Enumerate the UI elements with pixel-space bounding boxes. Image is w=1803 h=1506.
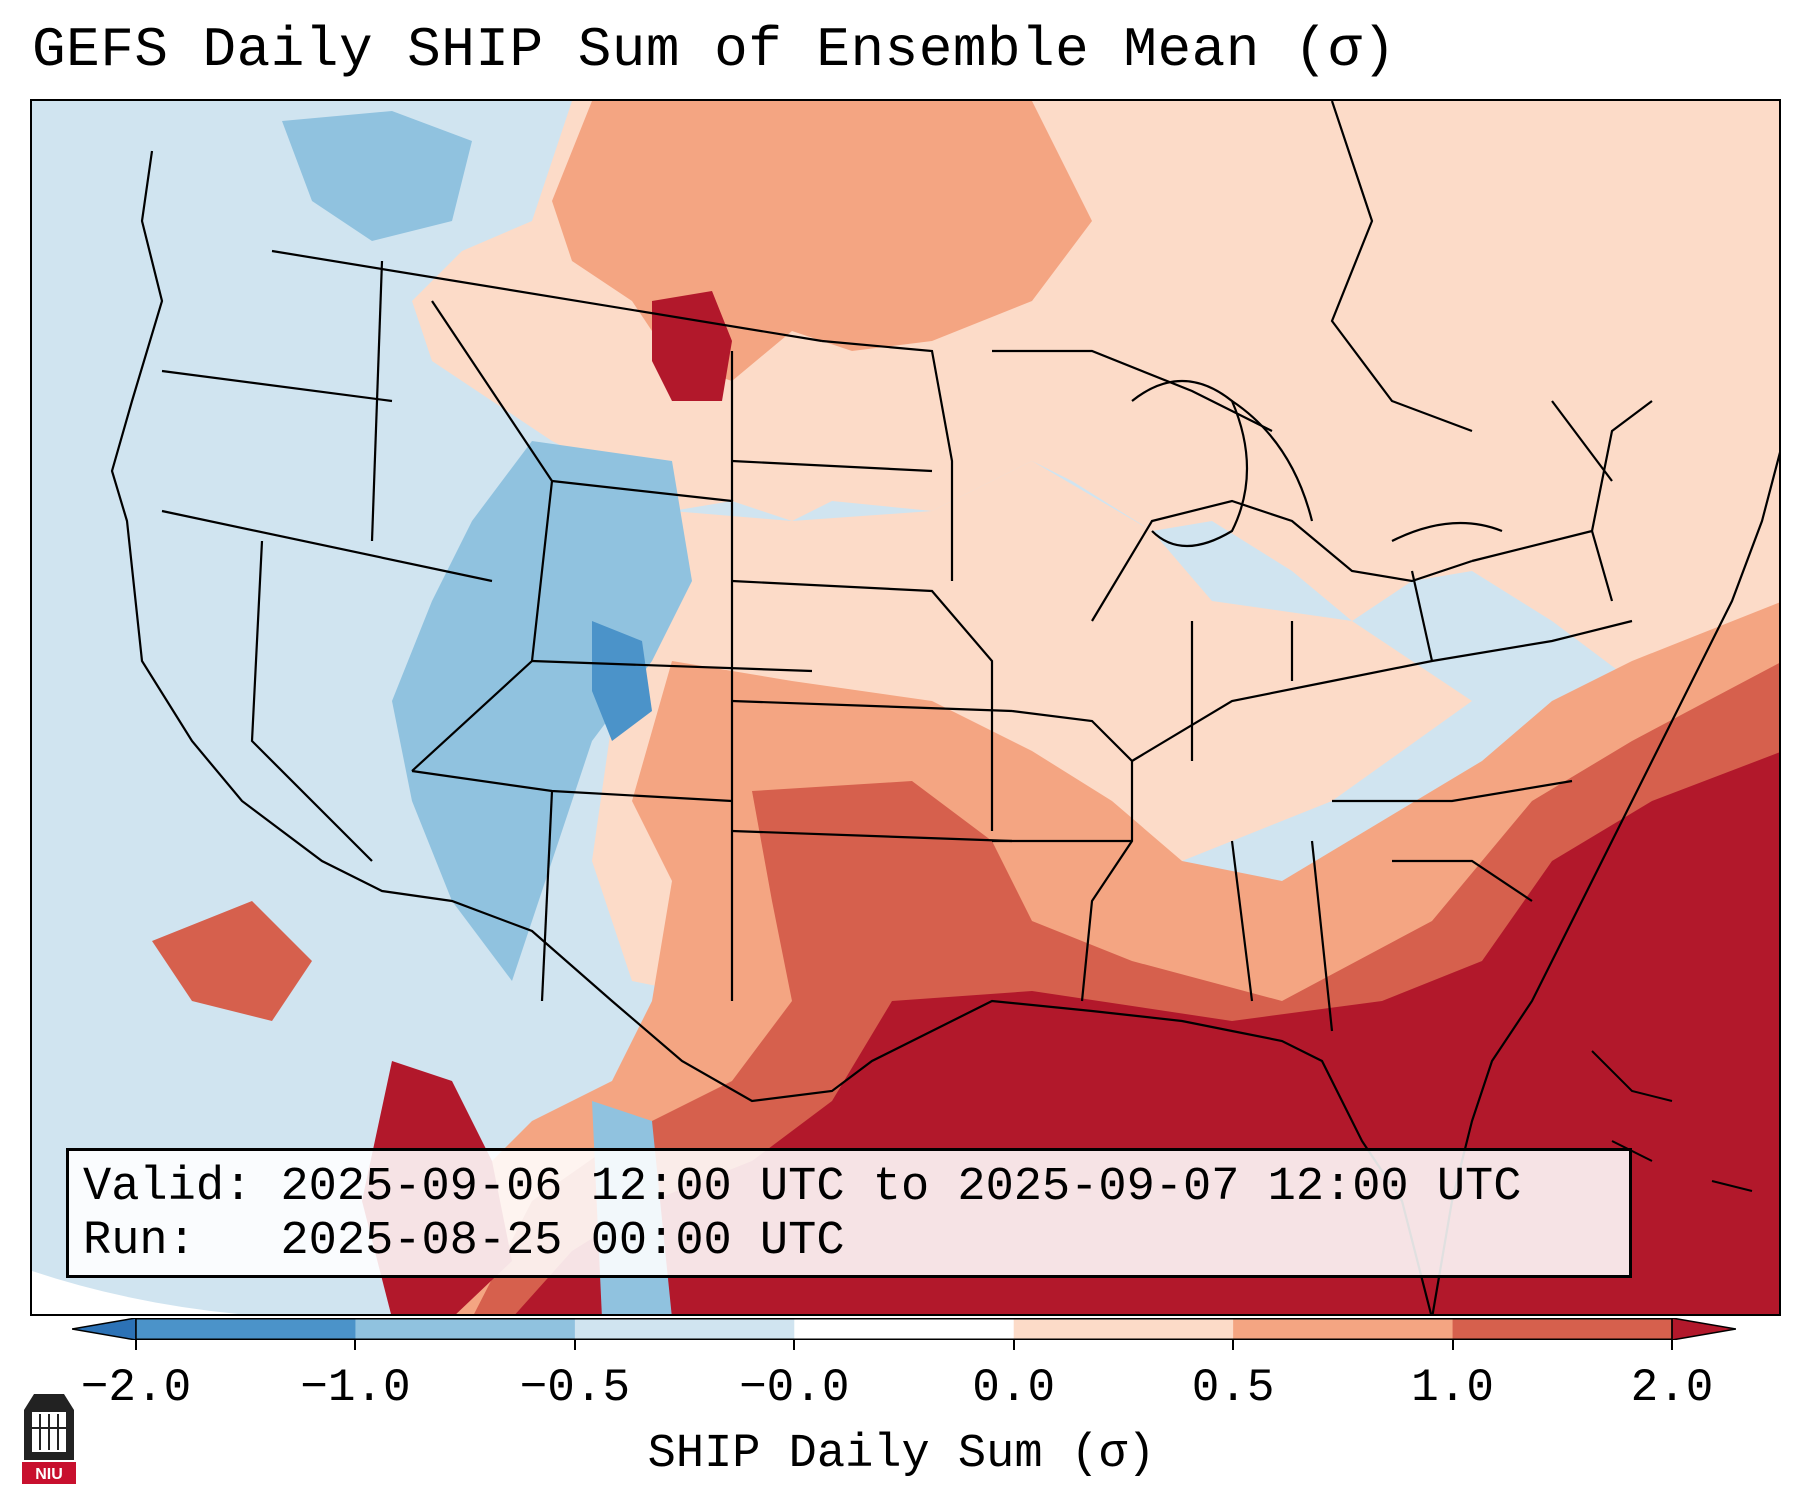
niu-logo: NIU: [22, 1394, 76, 1484]
colorbar-extend-high: [1671, 1318, 1736, 1340]
valid-text: 2025-09-06 12:00 UTC to 2025-09-07 12:00…: [280, 1161, 1522, 1214]
colorbar-tick-label: −1.0: [300, 1362, 411, 1414]
colorbar-segment: [794, 1318, 1015, 1340]
colorbar-tick-mark: [793, 1340, 796, 1350]
state-boundaries: [110, 101, 1779, 1314]
colorbar-segment: [136, 1318, 356, 1340]
colorbar-tick-label: 0.5: [1191, 1362, 1275, 1414]
colorbar-tick-mark: [1012, 1340, 1015, 1350]
run-label: Run:: [83, 1215, 196, 1268]
valid-label: Valid:: [83, 1161, 253, 1214]
valid-line: Valid: 2025-09-06 12:00 UTC to 2025-09-0…: [83, 1161, 1629, 1215]
colorbar-tick-label: −0.0: [739, 1362, 850, 1414]
anomaly-map: [32, 101, 1779, 1314]
colorbar-tick-mark: [135, 1340, 137, 1350]
logo-text: NIU: [35, 1466, 63, 1483]
anomaly-region-pnw-cool: [282, 111, 472, 241]
colorbar-segment: [355, 1318, 576, 1340]
colorbar: [72, 1318, 1736, 1340]
anomaly-region-baja-warm: [152, 901, 312, 1021]
colorbar-tick-label: 2.0: [1630, 1362, 1714, 1414]
colorbar-tick-mark: [1232, 1340, 1235, 1350]
run-line: Run: 2025-08-25 00:00 UTC: [83, 1215, 1629, 1269]
map-edge-corner: [32, 1271, 239, 1314]
anomaly-region-northern-plains: [652, 291, 732, 401]
colorbar-tick-mark: [1671, 1340, 1673, 1350]
colorbar-outline: [135, 1318, 1673, 1340]
run-text: 2025-08-25 00:00 UTC: [280, 1215, 845, 1268]
colorbar-segment: [1452, 1318, 1673, 1340]
caribbean-outlines: [1591, 1050, 1753, 1192]
colorbar-label: SHIP Daily Sum (σ): [647, 1428, 1156, 1481]
map-panel: [30, 99, 1781, 1316]
colorbar-tick-label: 0.0: [972, 1362, 1056, 1414]
anomaly-region-moderate-cool: [592, 621, 652, 741]
colorbar-tick-label: −2.0: [80, 1362, 192, 1414]
colorbar-segment: [1013, 1318, 1234, 1340]
colorbar-tick-mark: [354, 1340, 357, 1350]
colorbar-segment: [1233, 1318, 1454, 1340]
info-box: Valid: 2025-09-06 12:00 UTC to 2025-09-0…: [66, 1148, 1632, 1278]
colorbar-tick-label: 1.0: [1411, 1362, 1494, 1414]
colorbar-tick-label: −0.5: [519, 1362, 631, 1414]
chart-title: GEFS Daily SHIP Sum of Ensemble Mean (σ): [32, 18, 1397, 82]
colorbar-tick-mark: [1451, 1340, 1454, 1350]
colorbar-tick-mark: [573, 1340, 576, 1350]
colorbar-ticks: [0, 1340, 1803, 1410]
colorbar-segment: [574, 1318, 795, 1340]
colorbar-extend-low: [72, 1318, 137, 1340]
